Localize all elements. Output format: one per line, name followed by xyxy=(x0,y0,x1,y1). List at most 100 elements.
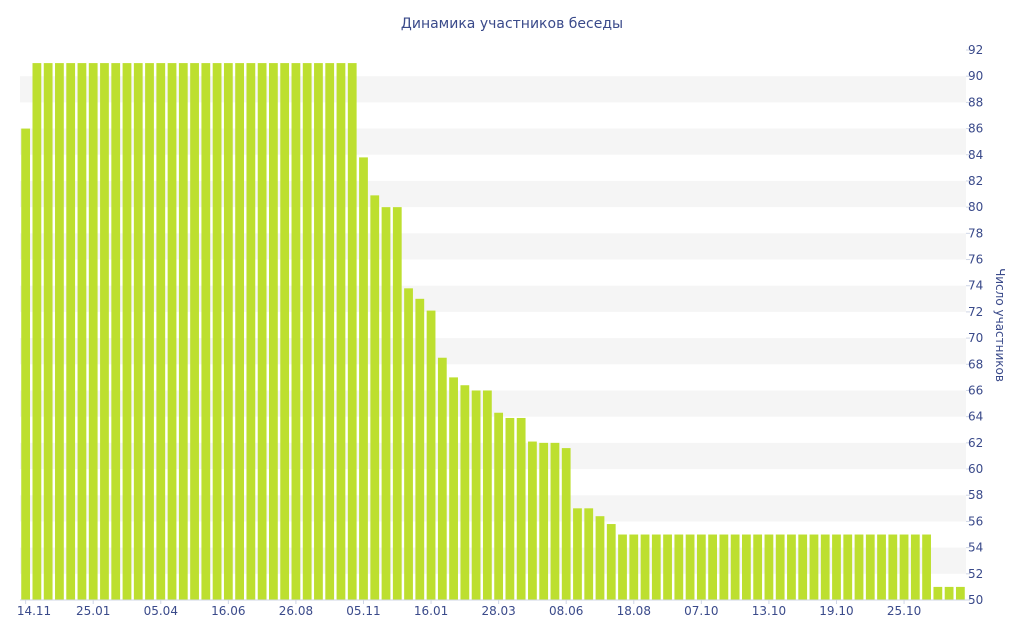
bar[interactable] xyxy=(201,63,211,601)
bar[interactable] xyxy=(190,63,199,601)
bar[interactable] xyxy=(708,534,717,600)
bar[interactable] xyxy=(494,412,504,600)
bar[interactable] xyxy=(370,195,380,600)
y-tick-label: 72 xyxy=(968,305,983,319)
bar[interactable] xyxy=(528,441,537,600)
bar[interactable] xyxy=(944,586,954,600)
bar[interactable] xyxy=(122,63,132,601)
bar[interactable] xyxy=(359,157,368,600)
bar[interactable] xyxy=(178,63,188,601)
bar[interactable] xyxy=(66,63,76,601)
bar[interactable] xyxy=(955,586,965,600)
bar[interactable] xyxy=(505,417,515,600)
bar[interactable] xyxy=(696,534,706,600)
bar[interactable] xyxy=(573,508,582,600)
bar[interactable] xyxy=(314,63,323,601)
bar[interactable] xyxy=(43,63,53,601)
bar[interactable] xyxy=(820,534,830,600)
bar[interactable] xyxy=(539,442,549,600)
bar[interactable] xyxy=(775,534,785,600)
bar[interactable] xyxy=(888,534,898,600)
bar[interactable] xyxy=(246,63,256,601)
bar[interactable] xyxy=(865,534,875,600)
grid-band xyxy=(20,495,966,522)
bar[interactable] xyxy=(719,534,729,600)
bar[interactable] xyxy=(663,534,672,600)
bar[interactable] xyxy=(640,534,650,600)
bar[interactable] xyxy=(764,534,774,600)
bar[interactable] xyxy=(404,288,413,600)
bar[interactable] xyxy=(629,534,639,600)
bar[interactable] xyxy=(730,534,740,600)
bar[interactable] xyxy=(212,63,222,601)
bar[interactable] xyxy=(88,63,98,601)
bar[interactable] xyxy=(145,63,154,601)
grid-band xyxy=(20,76,966,103)
bar[interactable] xyxy=(685,534,695,600)
bar[interactable] xyxy=(606,524,616,600)
grid-band xyxy=(20,547,966,574)
bar[interactable] xyxy=(832,534,841,600)
bar[interactable] xyxy=(77,63,87,601)
bar[interactable] xyxy=(392,207,402,600)
x-tick-label: 14.11 xyxy=(17,604,51,618)
bar[interactable] xyxy=(336,63,346,601)
bar[interactable] xyxy=(111,63,121,601)
chart-title: Динамика участников беседы xyxy=(401,16,623,32)
y-tick-label: 54 xyxy=(968,541,983,555)
bar[interactable] xyxy=(426,310,436,600)
bar[interactable] xyxy=(235,63,244,601)
bar[interactable] xyxy=(561,448,571,600)
bar[interactable] xyxy=(381,207,391,600)
bar[interactable] xyxy=(291,63,301,601)
bar[interactable] xyxy=(156,63,166,601)
bar[interactable] xyxy=(55,63,64,601)
bar[interactable] xyxy=(269,63,278,601)
x-tick-label: 13.10 xyxy=(752,604,786,618)
bar[interactable] xyxy=(460,385,470,600)
bar[interactable] xyxy=(595,516,605,600)
bar[interactable] xyxy=(133,63,143,601)
bar[interactable] xyxy=(257,63,267,601)
bar[interactable] xyxy=(877,534,886,600)
bar[interactable] xyxy=(482,390,492,600)
bar[interactable] xyxy=(516,417,526,600)
bar[interactable] xyxy=(843,534,853,600)
bar[interactable] xyxy=(584,508,594,600)
bars xyxy=(21,63,965,601)
bar[interactable] xyxy=(933,586,943,600)
bar[interactable] xyxy=(223,63,233,601)
bar[interactable] xyxy=(753,534,763,600)
bar[interactable] xyxy=(302,63,312,601)
bar[interactable] xyxy=(910,534,920,600)
bar[interactable] xyxy=(787,534,796,600)
bar[interactable] xyxy=(742,534,751,600)
bar[interactable] xyxy=(347,63,357,601)
bar[interactable] xyxy=(415,298,425,600)
bar[interactable] xyxy=(809,534,819,600)
x-tick-label: 16.01 xyxy=(414,604,448,618)
bar[interactable] xyxy=(449,377,458,600)
bar[interactable] xyxy=(280,63,290,601)
bar[interactable] xyxy=(798,534,808,600)
bar[interactable] xyxy=(899,534,909,600)
bar[interactable] xyxy=(674,534,684,600)
bar[interactable] xyxy=(167,63,177,601)
bar[interactable] xyxy=(618,534,627,600)
grid-band xyxy=(20,233,966,260)
bar[interactable] xyxy=(325,63,335,601)
bar[interactable] xyxy=(854,534,864,600)
bar[interactable] xyxy=(922,534,931,600)
bar[interactable] xyxy=(100,63,109,601)
x-tick-label: 25.01 xyxy=(76,604,110,618)
bar[interactable] xyxy=(471,390,481,600)
bar[interactable] xyxy=(21,128,31,601)
x-tick-label: 26.08 xyxy=(279,604,313,618)
y-tick-label: 82 xyxy=(968,174,983,188)
y-tick-label: 52 xyxy=(968,567,983,581)
bar[interactable] xyxy=(32,63,42,601)
bar[interactable] xyxy=(437,357,447,600)
bar[interactable] xyxy=(550,442,560,600)
y-tick-label: 50 xyxy=(968,593,983,607)
bar[interactable] xyxy=(651,534,661,600)
